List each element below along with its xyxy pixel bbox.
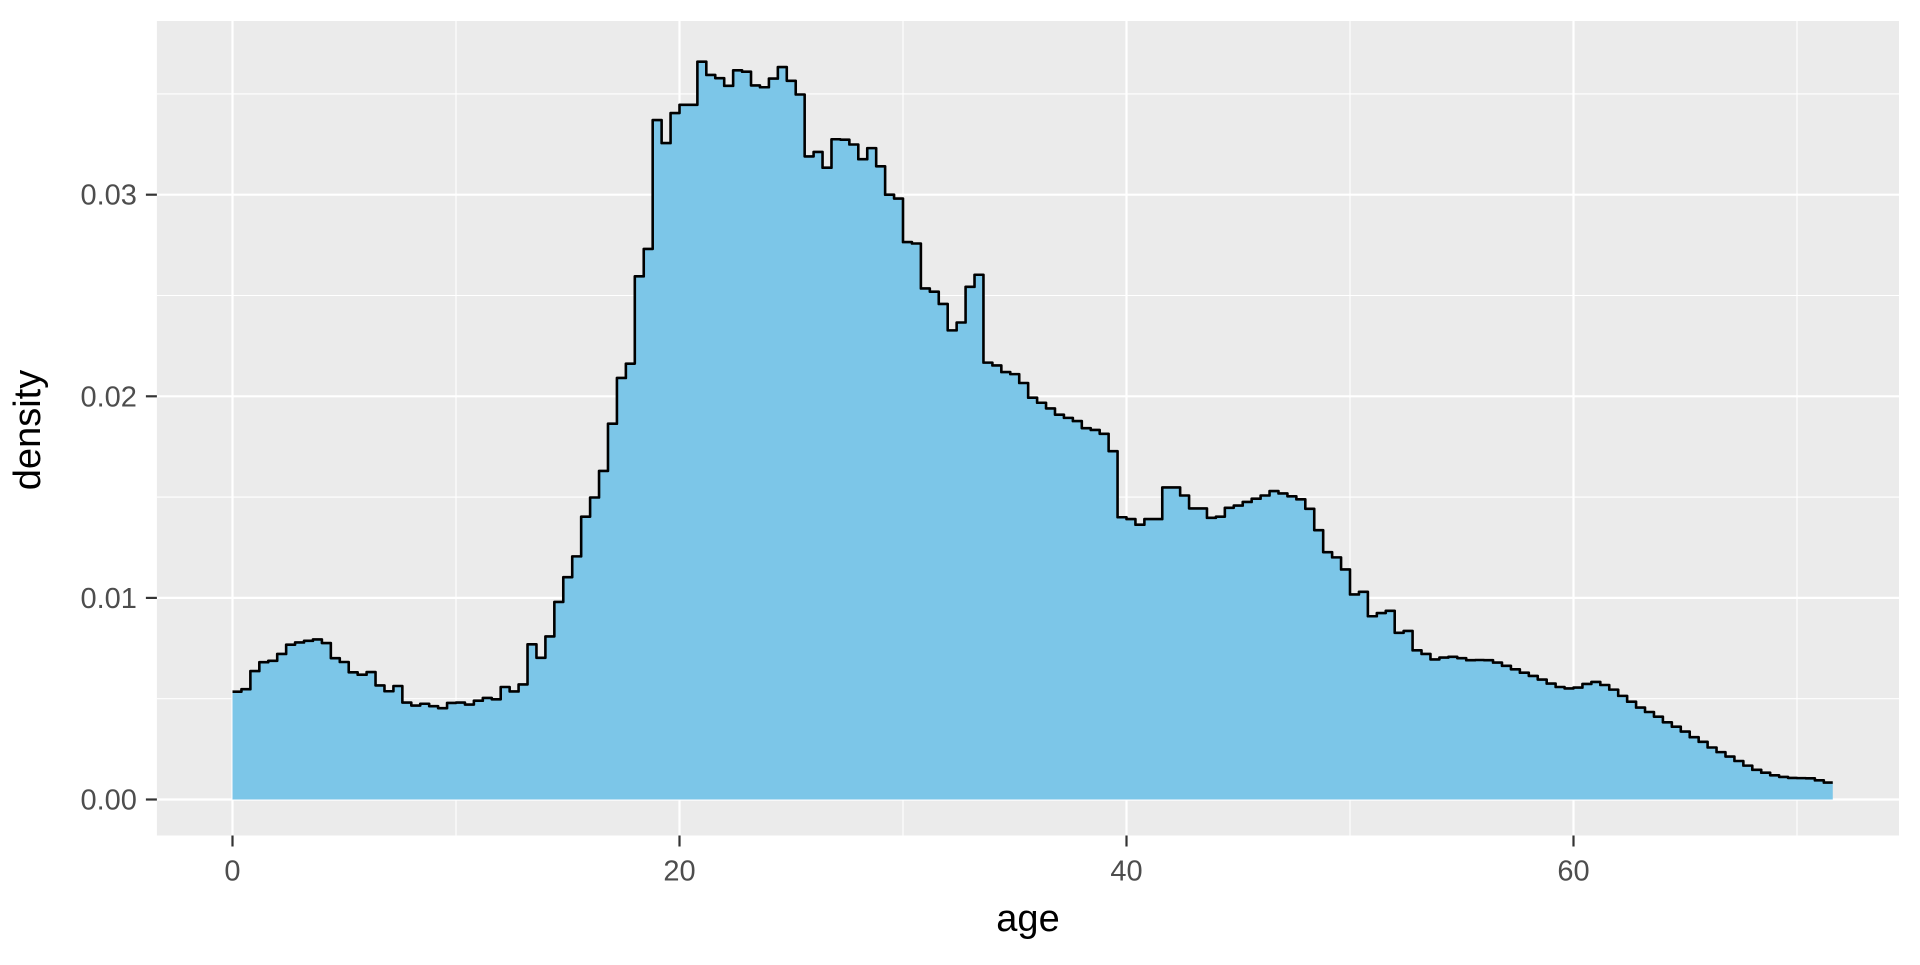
svg-text:0.02: 0.02 [80,381,136,413]
svg-text:40: 40 [1110,856,1142,888]
svg-text:0.00: 0.00 [80,785,136,817]
svg-text:0.01: 0.01 [80,583,136,615]
svg-text:60: 60 [1557,856,1589,888]
svg-text:0: 0 [224,856,240,888]
svg-text:age: age [996,898,1059,940]
svg-text:20: 20 [663,856,695,888]
svg-text:density: density [7,370,49,490]
svg-text:0.03: 0.03 [80,180,136,212]
